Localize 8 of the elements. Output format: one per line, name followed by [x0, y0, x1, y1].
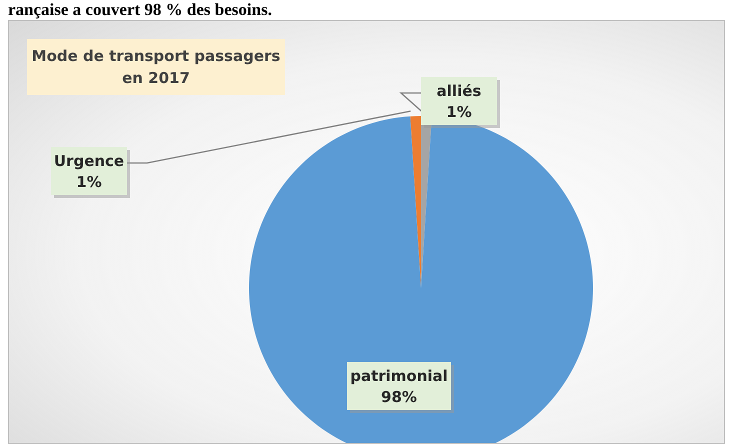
data-label: 98% — [381, 388, 417, 406]
data-label: 1% — [76, 173, 102, 191]
text: rançaise a couvert 98 % des besoins. — [8, 0, 273, 20]
slice-label: patrimonial — [350, 367, 448, 385]
chart-title: Mode de transport passagers en 2017 — [27, 39, 285, 95]
slice-label: alliés — [436, 82, 482, 100]
data-label: 1% — [446, 103, 472, 121]
slice-label: Urgence — [54, 152, 124, 170]
